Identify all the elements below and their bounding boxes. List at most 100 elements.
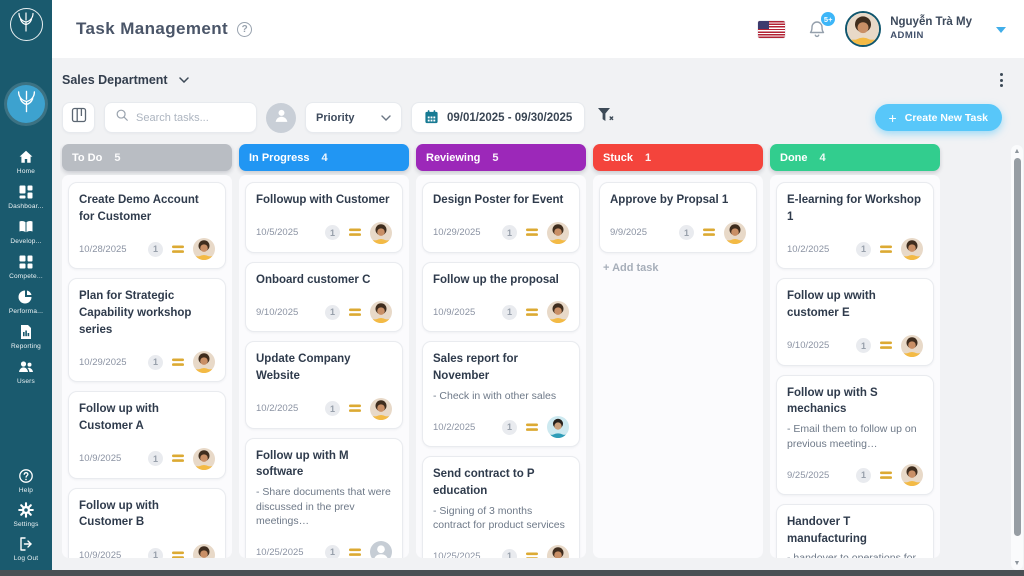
column-header[interactable]: In Progress 4 — [239, 144, 409, 171]
sidebar-item-settings[interactable]: Settings — [0, 502, 52, 528]
assignee-avatar[interactable] — [370, 221, 392, 244]
column-body: Followup with Customer 10/5/2025 1 Onboard … — [239, 175, 409, 558]
sidebar-item-reporting[interactable]: Reporting — [0, 324, 52, 350]
column-header[interactable]: To Do 5 — [62, 144, 232, 171]
company-logo — [9, 8, 43, 41]
task-card[interactable]: Sales report for November - Check in with… — [422, 341, 580, 448]
priority-medium-icon — [349, 548, 361, 557]
add-task-button[interactable]: + Add task — [603, 261, 659, 274]
task-card[interactable]: Design Poster for Event 10/29/2025 1 — [422, 182, 580, 253]
assignee-filter-button[interactable] — [266, 102, 296, 133]
column-body: Approve by Propsal 1 9/9/2025 1 + Add task — [593, 175, 763, 558]
notifications-button[interactable]: 5+ — [807, 11, 837, 39]
users-icon — [18, 359, 34, 375]
assignee-avatar[interactable] — [547, 301, 569, 324]
task-count-badge: 1 — [856, 338, 871, 354]
user-avatar[interactable] — [845, 11, 882, 47]
column-title: To Do — [72, 151, 103, 164]
assignee-avatar[interactable] — [724, 221, 746, 244]
dashboard-icon — [18, 184, 34, 200]
date-range-picker[interactable]: 09/01/2025 - 09/30/2025 — [411, 102, 586, 133]
column-header[interactable]: Stuck 1 — [593, 144, 763, 171]
language-flag-us-icon[interactable] — [758, 20, 786, 38]
assignee-avatar[interactable] — [370, 397, 392, 420]
clear-filters-button[interactable] — [597, 107, 615, 128]
search-input[interactable] — [136, 111, 246, 124]
task-card[interactable]: Plan for Strategic Capability workshop s… — [68, 278, 226, 383]
task-card[interactable]: Follow up the proposal 10/9/2025 1 — [422, 261, 580, 333]
assignee-avatar[interactable] — [193, 238, 215, 261]
task-title: Follow up with Customer A — [79, 403, 159, 433]
board-view-button[interactable] — [62, 102, 95, 133]
priority-medium-icon — [880, 471, 892, 480]
sidebar-item-users[interactable]: Users — [0, 359, 52, 385]
sidebar-item-home[interactable]: Home — [0, 149, 52, 175]
sidebar-item-logout[interactable]: Log Out — [0, 536, 52, 562]
create-new-task-button[interactable]: + Create New Task — [874, 104, 1002, 131]
task-card[interactable]: Handover T manufacturing - handover to op… — [776, 504, 934, 558]
sidebar-item-dashboard[interactable]: Dashboar... — [0, 184, 52, 210]
task-card[interactable]: E-learning for Workshop 1 10/2/2025 1 — [776, 182, 934, 270]
assignee-avatar[interactable] — [547, 221, 569, 244]
task-card[interactable]: Send contract to P education - Signing of… — [422, 456, 580, 558]
vertical-scrollbar[interactable]: ▲ ▼ — [1011, 145, 1023, 570]
assignee-avatar[interactable] — [547, 416, 569, 439]
sidebar-item-development[interactable]: Develop... — [0, 219, 52, 245]
task-description: - Check in with other sales — [433, 389, 557, 402]
page-help-icon[interactable]: ? — [237, 21, 253, 37]
task-due-date: 9/9/2025 — [610, 227, 647, 239]
scrollbar-down-arrow[interactable]: ▼ — [1013, 560, 1021, 567]
task-card[interactable]: Follow up with S mechanics - Email them t… — [776, 374, 934, 495]
task-due-date: 10/29/2025 — [433, 227, 481, 239]
assignee-avatar[interactable] — [901, 238, 923, 261]
task-card[interactable]: Approve by Propsal 1 9/9/2025 1 — [599, 182, 757, 253]
column-count: 4 — [321, 151, 328, 164]
task-card[interactable]: Follow up with Customer B 10/9/2025 1 — [68, 487, 226, 558]
task-card[interactable]: Followup with Customer 10/5/2025 1 — [245, 182, 403, 253]
assignee-avatar[interactable] — [547, 545, 569, 558]
header-actions: 5+ Nguyễn Trà My ADMIN — [758, 11, 1006, 47]
sidebar-item-help[interactable]: Help — [0, 468, 52, 494]
assignee-avatar[interactable] — [193, 351, 215, 374]
board-options-kebab-icon[interactable] — [997, 70, 1006, 90]
assignee-avatar[interactable] — [901, 334, 923, 357]
user-menu-button[interactable] — [996, 20, 1006, 38]
department-selector[interactable]: Sales Department — [62, 73, 168, 87]
sidebar-item-competencies[interactable]: Compete... — [0, 254, 52, 280]
workspace-logo-button[interactable] — [7, 85, 45, 123]
column-title: In Progress — [249, 151, 310, 164]
board-area: Sales Department — [52, 58, 1024, 570]
priority-medium-icon — [526, 228, 538, 237]
task-card[interactable]: Update Company Website 10/2/2025 1 — [245, 341, 403, 429]
column-title: Stuck — [603, 151, 633, 164]
assignee-avatar[interactable] — [193, 447, 215, 470]
filter-clear-icon — [597, 107, 615, 128]
scrollbar-thumb[interactable] — [1013, 158, 1021, 536]
scrollbar-up-arrow[interactable]: ▲ — [1013, 148, 1021, 155]
task-card[interactable]: Follow up wwith customer E 9/10/2025 1 — [776, 278, 934, 366]
task-description: - handover to operations for customer on… — [787, 551, 923, 558]
chevron-down-icon[interactable] — [178, 77, 189, 83]
notification-count-badge: 5+ — [820, 11, 837, 27]
priority-medium-icon — [880, 341, 892, 350]
chevron-down-icon — [996, 20, 1006, 38]
assignee-avatar[interactable] — [901, 464, 923, 486]
assignee-avatar[interactable] — [193, 544, 215, 558]
task-card[interactable]: Follow up with M software - Share documen… — [245, 437, 403, 558]
plus-icon: + — [888, 109, 897, 126]
task-due-date: 10/2/2025 — [256, 403, 299, 415]
sidebar-item-label: Home — [16, 168, 36, 175]
column-header[interactable]: Done 4 — [770, 144, 940, 171]
column-header[interactable]: Reviewing 5 — [416, 144, 586, 171]
priority-filter-dropdown[interactable]: Priority — [305, 102, 402, 133]
task-card[interactable]: Onboard customer C 9/10/2025 1 — [245, 261, 403, 333]
user-info: Nguyễn Trà My ADMIN — [890, 15, 972, 42]
user-role: ADMIN — [890, 30, 924, 42]
sidebar-item-performance[interactable]: Performa... — [0, 289, 52, 315]
task-card[interactable]: Follow up with Customer A 10/9/2025 1 — [68, 391, 226, 479]
assignee-avatar[interactable] — [370, 541, 392, 558]
sidebar-item-label: Settings — [13, 521, 39, 528]
calendar-icon — [424, 109, 439, 127]
assignee-avatar[interactable] — [370, 301, 392, 324]
task-card[interactable]: Create Demo Account for Customer 10/28/20… — [68, 182, 226, 270]
